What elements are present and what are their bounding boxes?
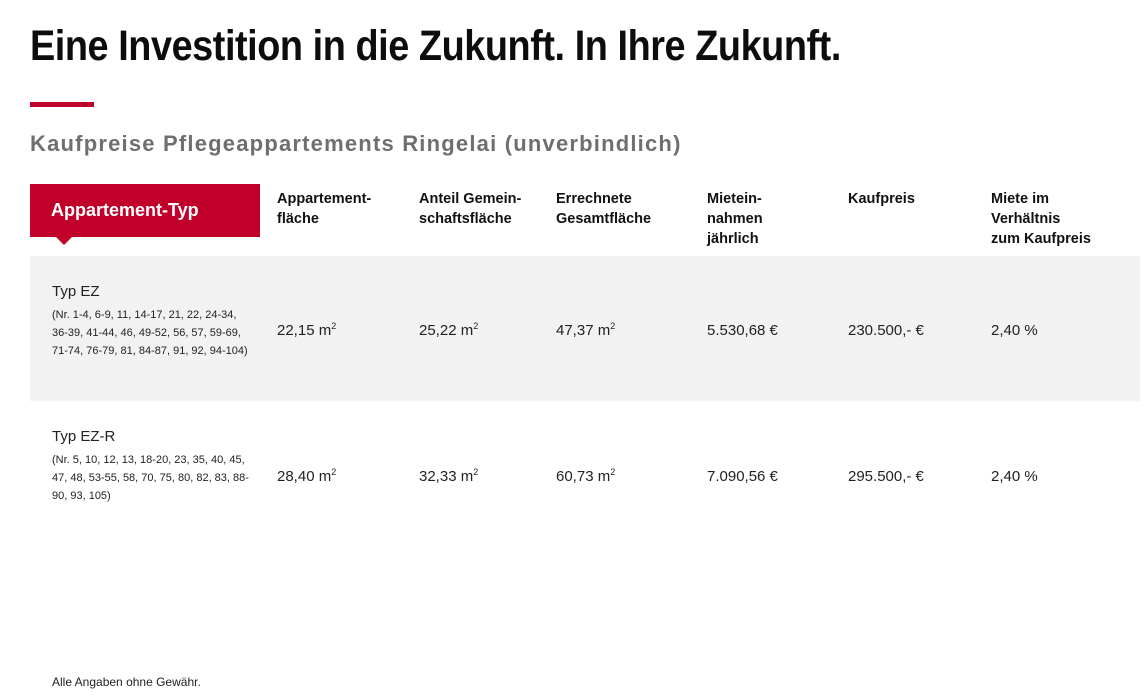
row-type-name: Typ EZ: [52, 283, 100, 300]
page-subtitle: Kaufpreise Pflegeappartements Ringelai (…: [30, 131, 682, 156]
row-unit-numbers: (Nr. 1-4, 6-9, 11, 14-17, 21, 22, 24-34,…: [52, 309, 248, 357]
header-notch: [56, 237, 72, 245]
header-kaufpreis: Kaufpreis: [848, 191, 915, 207]
cell-gesamtflaeche: 47,37 m2: [556, 321, 616, 340]
cell-mieteinnahmen: 7.090,56 €: [707, 468, 778, 485]
table-row: Typ EZ-R (Nr. 5, 10, 12, 13, 18-20, 23, …: [30, 401, 1140, 521]
row-unit-numbers: (Nr. 5, 10, 12, 13, 18-20, 23, 35, 40, 4…: [52, 454, 249, 502]
type-column-header: Appartement-Typ: [30, 184, 260, 245]
header-gesamtflaeche: Errechnete Gesamtfläche: [556, 191, 652, 227]
row-type-name: Typ EZ-R: [52, 428, 116, 445]
cell-rendite: 2,40 %: [991, 468, 1038, 485]
header-appartementflaeche: Appartement- fläche: [277, 191, 372, 227]
cell-rendite: 2,40 %: [991, 322, 1038, 339]
footnote: Alle Angaben ohne Gewähr.: [52, 675, 201, 689]
cell-kaufpreis: 230.500,- €: [848, 322, 924, 339]
accent-rule: [30, 102, 94, 107]
table-row: Typ EZ (Nr. 1-4, 6-9, 11, 14-17, 21, 22,…: [30, 256, 1140, 401]
cell-gemeinschaftsflaeche: 32,33 m2: [419, 467, 479, 486]
cell-mieteinnahmen: 5.530,68 €: [707, 322, 778, 339]
cell-gesamtflaeche: 60,73 m2: [556, 467, 616, 486]
header-miete-verhaeltnis: Miete im Verhältnis zum Kaufpreis: [991, 191, 1091, 247]
type-column-label: Appartement-Typ: [51, 200, 199, 220]
page-title: Eine Investition in die Zukunft. In Ihre…: [30, 22, 841, 70]
header-mieteinnahmen: Mietein- nahmen jährlich: [707, 191, 763, 247]
cell-appartementflaeche: 28,40 m2: [277, 467, 337, 486]
header-gemeinschaftsflaeche: Anteil Gemein- schaftsfläche: [419, 191, 522, 227]
cell-gemeinschaftsflaeche: 25,22 m2: [419, 321, 479, 340]
cell-appartementflaeche: 22,15 m2: [277, 321, 337, 340]
cell-kaufpreis: 295.500,- €: [848, 468, 924, 485]
